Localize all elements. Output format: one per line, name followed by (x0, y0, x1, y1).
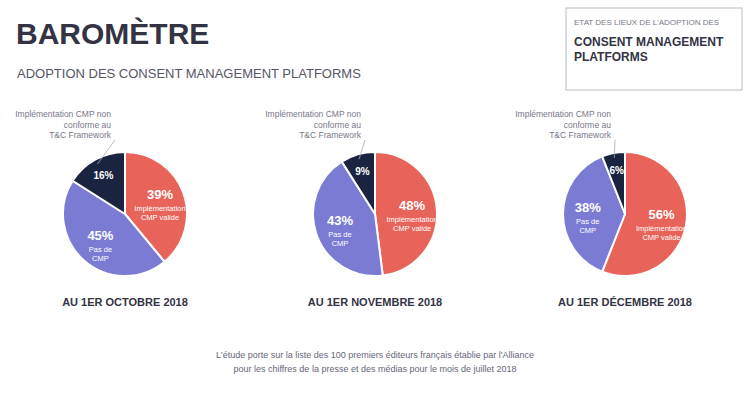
box-caption: ETAT DES LIEUX DE L'ADOPTION DES (574, 18, 719, 27)
slice-annotation: Implémentation CMP nonconforme auT&C Fra… (15, 109, 112, 140)
data-label: 39% (147, 187, 173, 202)
pie-slice (563, 156, 625, 271)
pie-slice (602, 152, 625, 214)
data-label: 6% (609, 165, 624, 176)
slice-annotation: Implémentation CMP nonconforme auT&C Fra… (265, 109, 362, 140)
title: BAROMÈTRE (16, 17, 209, 50)
data-label: 43% (327, 213, 353, 228)
slice-label: Pas deCMP (89, 245, 112, 263)
data-label: 45% (87, 228, 113, 243)
info-box (566, 8, 742, 90)
slice-annotation: Implémentation CMP nonconforme auT&C Fra… (515, 109, 612, 140)
pie-slice (342, 152, 375, 214)
pie-chart (63, 152, 187, 276)
data-label: 48% (399, 198, 425, 213)
data-label: 38% (575, 200, 601, 215)
footer: pour les chiffres de la presse et des mé… (234, 364, 517, 374)
chart-title: AU 1ER NOVEMBRE 2018 (308, 296, 443, 308)
background (0, 0, 750, 404)
pie-slice (375, 152, 437, 276)
footer: L'étude porte sur la liste des 100 premi… (216, 350, 534, 360)
slice-label: ImplémentationCMP valide (386, 215, 437, 233)
data-label: 9% (355, 166, 370, 177)
slice-label: ImplémentationCMP valide (134, 204, 185, 222)
slice-label: Pas deCMP (576, 217, 599, 235)
data-label: 16% (93, 170, 113, 181)
leader-line (359, 140, 365, 159)
subtitle: ADOPTION DES CONSENT MANAGEMENT PLATFORM… (17, 66, 361, 81)
data-label: 56% (649, 207, 675, 222)
leader-line (98, 140, 115, 164)
chart-title: AU 1ER OCTOBRE 2018 (62, 296, 188, 308)
pie-chart (563, 152, 687, 276)
leader-line (614, 140, 616, 158)
chart-root: BAROMÈTRE ADOPTION DES CONSENT MANAGEMENT… (0, 0, 750, 404)
pie-chart (313, 152, 437, 276)
slice-label: ImplémentationCMP valide (636, 224, 687, 242)
box-heading: CONSENT MANAGEMENTPLATFORMS (574, 35, 724, 64)
chart-title: AU 1ER DÉCEMBRE 2018 (558, 296, 692, 308)
pie-slice (73, 152, 125, 214)
slice-label: Pas deCMP (328, 230, 351, 248)
